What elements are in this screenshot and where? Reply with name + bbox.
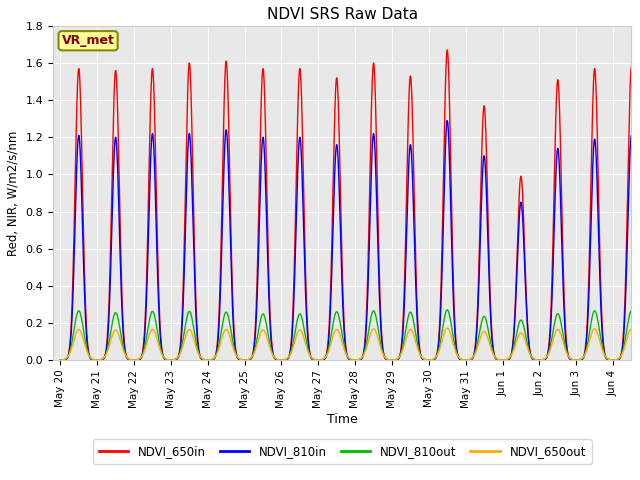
NDVI_810out [56, 357, 64, 363]
NDVI_810out [270, 353, 278, 359]
NDVI_650out [525, 349, 532, 355]
NDVI_650in [493, 357, 501, 362]
NDVI_650out [431, 355, 439, 361]
NDVI_650in [86, 354, 94, 360]
NDVI_650in [431, 356, 439, 362]
Legend: NDVI_650in, NDVI_810in, NDVI_810out, NDVI_650out: NDVI_650in, NDVI_810in, NDVI_810out, NDV… [93, 439, 592, 464]
NDVI_810out [525, 348, 532, 353]
NDVI_810in [525, 342, 532, 348]
NDVI_810out [444, 307, 451, 313]
NDVI_810in [405, 153, 413, 159]
NDVI_650out [86, 354, 94, 360]
NDVI_650out [444, 325, 451, 331]
NDVI_810in [270, 354, 278, 360]
NDVI_650in [270, 353, 278, 359]
Y-axis label: Red, NIR, W/m2/s/nm: Red, NIR, W/m2/s/nm [7, 130, 20, 256]
Line: NDVI_810in: NDVI_810in [60, 120, 640, 360]
Text: VR_met: VR_met [61, 34, 115, 47]
NDVI_810out [405, 311, 413, 316]
Line: NDVI_810out: NDVI_810out [60, 310, 640, 360]
NDVI_810out [431, 355, 439, 361]
NDVI_650out [493, 356, 501, 362]
Line: NDVI_650in: NDVI_650in [60, 50, 640, 360]
NDVI_810out [493, 356, 501, 362]
NDVI_650in [444, 47, 451, 53]
Line: NDVI_650out: NDVI_650out [60, 328, 640, 360]
NDVI_810in [444, 118, 451, 123]
NDVI_650in [525, 340, 532, 346]
X-axis label: Time: Time [327, 413, 358, 426]
NDVI_650out [270, 354, 278, 360]
NDVI_810in [86, 355, 94, 360]
Title: NDVI SRS Raw Data: NDVI SRS Raw Data [267, 7, 418, 22]
NDVI_650out [56, 357, 64, 363]
NDVI_810in [431, 356, 439, 362]
NDVI_810out [86, 354, 94, 360]
NDVI_650in [405, 88, 413, 94]
NDVI_650out [405, 327, 413, 333]
NDVI_650in [56, 357, 64, 363]
NDVI_810in [493, 357, 501, 362]
NDVI_810in [56, 357, 64, 363]
